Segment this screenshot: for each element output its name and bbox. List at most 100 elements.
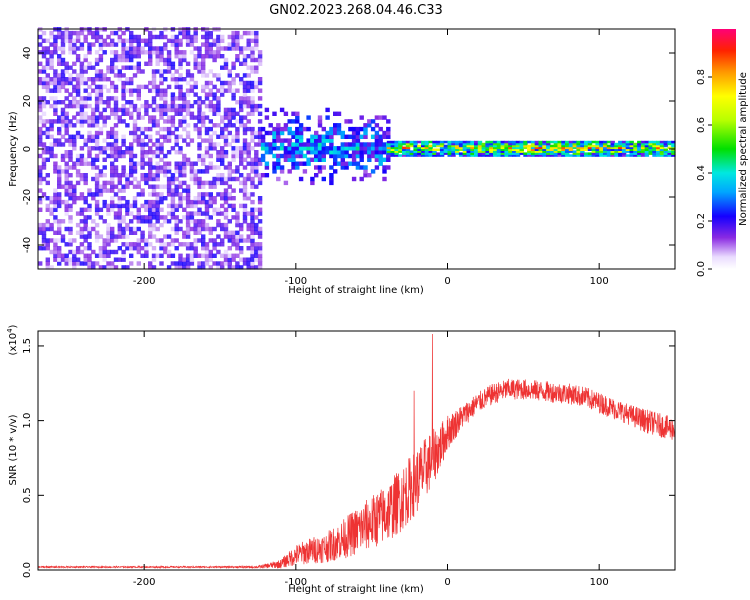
- heatmap-cell: [125, 54, 130, 59]
- heatmap-cell: [53, 215, 58, 220]
- heatmap-cell: [257, 176, 263, 182]
- heatmap-cell: [197, 238, 202, 243]
- heatmap-cell: [83, 261, 88, 266]
- heatmap-cell: [182, 50, 187, 55]
- heatmap-cell: [208, 199, 213, 205]
- heatmap-cell: [515, 142, 521, 146]
- heatmap-cell: [436, 148, 441, 151]
- heatmap-cell: [45, 203, 50, 209]
- heatmap-cell: [117, 246, 122, 251]
- heatmap-cell: [287, 157, 292, 162]
- heatmap-cell: [223, 57, 229, 63]
- heatmap-cell: [227, 73, 232, 78]
- heatmap-cell: [79, 30, 85, 36]
- heatmap-cell: [125, 80, 130, 86]
- heatmap-cell: [197, 130, 202, 136]
- heatmap-cell: [239, 34, 244, 40]
- heatmap-cell: [140, 238, 145, 243]
- heatmap-cell: [75, 257, 81, 262]
- heatmap-cell: [382, 165, 387, 170]
- heatmap-cell: [166, 211, 172, 216]
- heatmap-cell: [57, 222, 62, 228]
- heatmap-cell: [45, 130, 50, 136]
- heatmap-cell: [64, 180, 69, 186]
- heatmap-cell: [333, 123, 338, 128]
- heatmap-cell: [110, 107, 115, 113]
- heatmap-cell: [250, 46, 255, 51]
- heatmap-cell: [155, 142, 160, 147]
- heatmap-cell: [83, 100, 88, 105]
- heatmap-cell: [208, 184, 213, 189]
- heatmap-cell: [223, 222, 229, 228]
- heatmap-cell: [370, 134, 376, 139]
- heatmap-cell: [254, 173, 259, 178]
- heatmap-cell: [474, 152, 479, 155]
- heatmap-cell: [451, 150, 456, 153]
- heatmap-cell: [136, 42, 141, 47]
- heatmap-cell: [174, 246, 179, 251]
- heatmap-cell: [129, 169, 134, 174]
- heatmap-cell: [367, 153, 372, 159]
- heatmap-cell: [216, 88, 221, 93]
- heatmap-cell: [348, 153, 353, 159]
- heatmap-cell: [57, 180, 62, 186]
- heatmap-cell: [254, 103, 259, 109]
- heatmap-cell: [83, 38, 88, 43]
- heatmap-cell: [382, 176, 387, 182]
- heatmap-cell: [132, 165, 138, 170]
- heatmap-cell: [57, 54, 62, 59]
- heatmap-cell: [223, 65, 229, 70]
- heatmap-cell: [398, 154, 403, 157]
- heatmap-cell: [231, 150, 236, 155]
- heatmap-cell: [485, 140, 490, 144]
- heatmap-cell: [113, 157, 119, 162]
- heatmap-cell: [178, 203, 183, 209]
- heatmap-cell: [659, 154, 665, 157]
- heatmap-cell: [351, 157, 357, 162]
- heatmap-cell: [182, 126, 187, 132]
- heatmap-cell: [136, 249, 141, 255]
- heatmap-cell: [193, 161, 198, 166]
- heatmap-cell: [254, 57, 259, 63]
- heatmap-cell: [189, 257, 195, 262]
- heatmap-cell: [216, 153, 221, 159]
- heatmap-cell: [250, 257, 255, 262]
- heatmap-cell: [610, 144, 615, 148]
- heatmap-cell: [189, 246, 195, 251]
- heatmap-cell: [166, 103, 172, 109]
- heatmap-cell: [306, 115, 311, 120]
- heatmap-cell: [94, 119, 100, 124]
- heatmap-cell: [201, 265, 206, 270]
- heatmap-cell: [549, 150, 555, 153]
- heatmap-cell: [174, 161, 179, 166]
- heatmap-cell: [257, 130, 263, 136]
- heatmap-cell: [287, 169, 292, 174]
- heatmap-cell: [60, 123, 66, 128]
- heatmap-cell: [576, 146, 581, 150]
- heatmap-cell: [659, 150, 665, 153]
- heatmap-cell: [140, 203, 145, 209]
- heatmap-cell: [302, 142, 308, 147]
- heatmap-cell: [295, 150, 300, 155]
- heatmap-cell: [485, 154, 490, 157]
- heatmap-cell: [239, 150, 244, 155]
- heatmap-cell: [223, 111, 229, 116]
- heatmap-cell: [117, 69, 122, 74]
- heatmap-cell: [83, 215, 88, 220]
- heatmap-cell: [41, 192, 47, 197]
- heatmap-cell: [298, 130, 304, 136]
- heatmap-cell: [110, 203, 115, 209]
- heatmap-cell: [121, 134, 126, 139]
- heatmap-cell: [603, 154, 608, 157]
- heatmap-cell: [216, 50, 221, 55]
- heatmap-cell: [178, 65, 183, 70]
- heatmap-cell: [201, 123, 206, 128]
- heatmap-cell: [102, 50, 107, 55]
- heatmap-cell: [220, 157, 225, 162]
- heatmap-cell: [132, 138, 138, 143]
- heatmap-cell: [106, 242, 111, 247]
- x-tick-label: 0: [444, 276, 450, 287]
- heatmap-cell: [220, 196, 225, 201]
- heatmap-cell: [163, 184, 168, 189]
- heatmap-cell: [49, 57, 54, 63]
